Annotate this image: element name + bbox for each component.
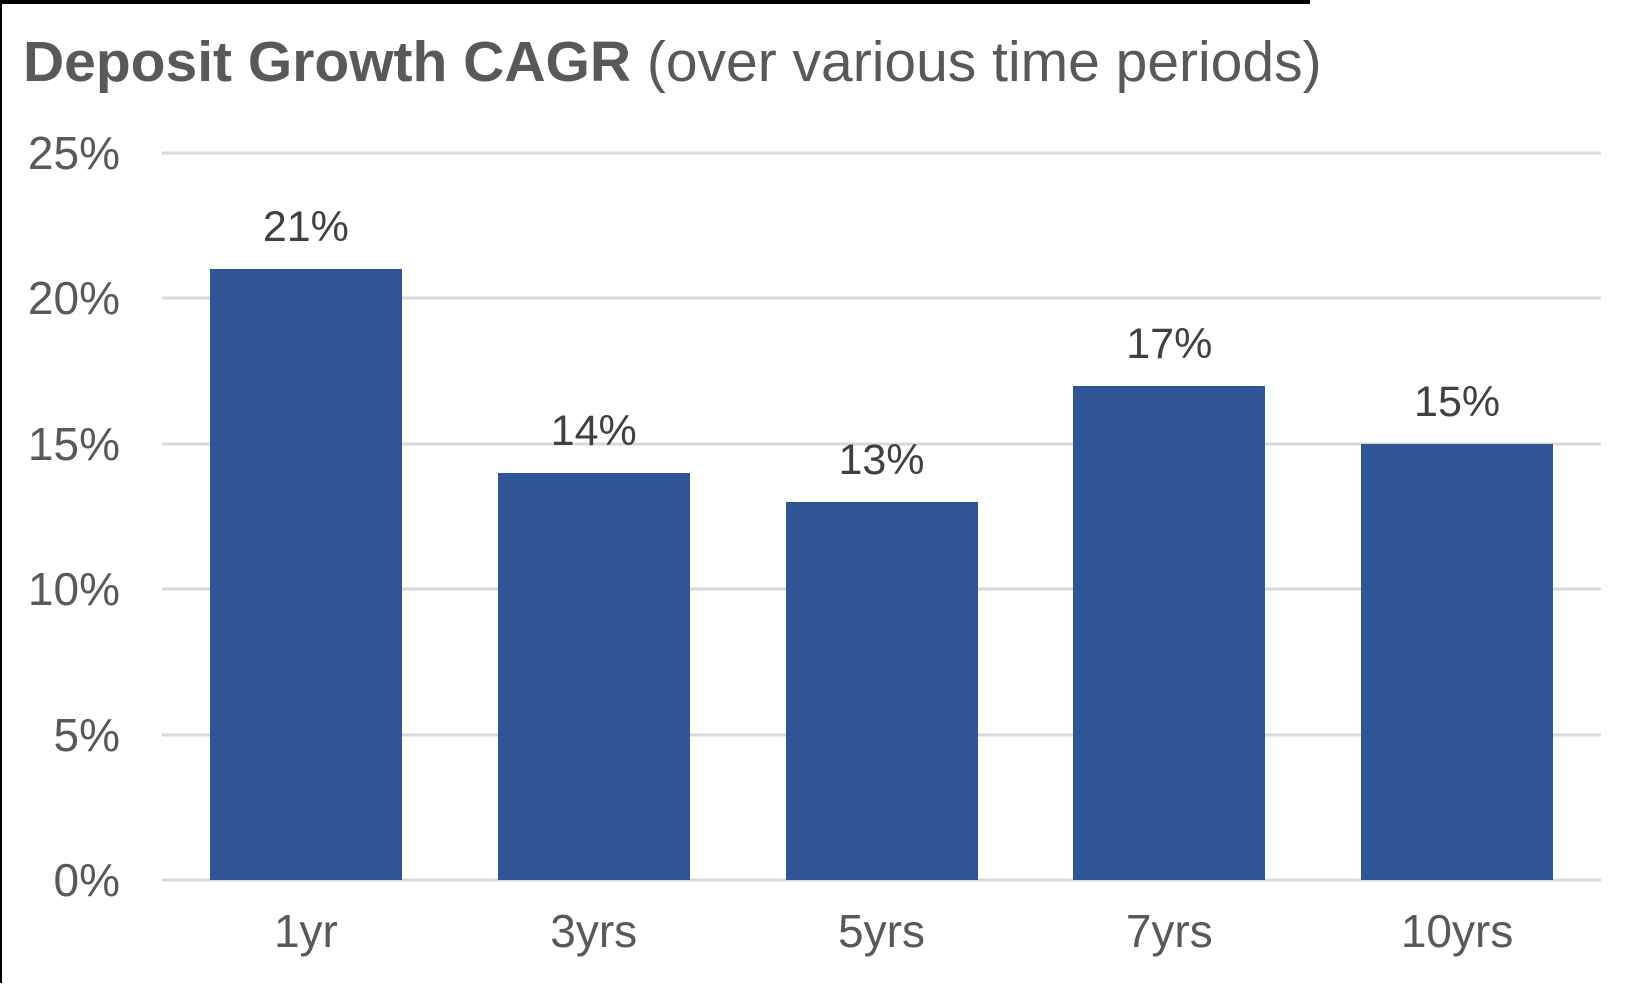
bar-7yrs xyxy=(1073,385,1266,880)
bar-data-label: 21% xyxy=(262,203,349,252)
x-tick-label: 1yr xyxy=(273,905,338,957)
gridline-15% xyxy=(162,442,1601,446)
x-tick-label: 3yrs xyxy=(550,905,638,957)
left-black-edge xyxy=(0,0,2,983)
chart-title-main: Deposit Growth CAGR xyxy=(23,30,631,94)
y-axis: 25% 20% 15% 10% 5% 0% xyxy=(0,130,140,903)
x-tick-label: 10yrs xyxy=(1400,905,1514,957)
chart-title: Deposit Growth CAGR (over various time p… xyxy=(23,30,1322,96)
bar-data-label: 17% xyxy=(1126,319,1213,368)
chart-title-sub: (over various time periods) xyxy=(631,30,1322,94)
bar-data-label: 13% xyxy=(838,435,925,484)
y-tick-label: 20% xyxy=(27,272,120,325)
y-tick-label: 25% xyxy=(27,127,120,179)
bar-5yrs xyxy=(785,501,978,880)
bar-3yrs xyxy=(497,472,690,880)
bar-data-label: 14% xyxy=(550,406,637,455)
y-tick-label: 10% xyxy=(27,563,120,616)
gridline-20% xyxy=(162,296,1601,300)
y-tick-label: 5% xyxy=(53,708,120,761)
bar-data-label: 15% xyxy=(1414,377,1501,426)
top-black-edge xyxy=(0,0,1310,4)
gridline-0% xyxy=(162,878,1601,882)
bar-1yr xyxy=(209,269,402,880)
y-tick-label: 15% xyxy=(27,417,120,470)
x-tick-label: 5yrs xyxy=(838,905,925,957)
x-axis: 1yr 3yrs 5yrs 7yrs 10yrs xyxy=(162,908,1601,968)
y-tick-label: 0% xyxy=(53,854,120,906)
gridline-25% xyxy=(162,151,1601,155)
bar-10yrs xyxy=(1361,443,1554,880)
x-tick-label: 7yrs xyxy=(1125,905,1213,957)
plot-area: 21% 14% 13% 17% 15% xyxy=(162,151,1601,882)
